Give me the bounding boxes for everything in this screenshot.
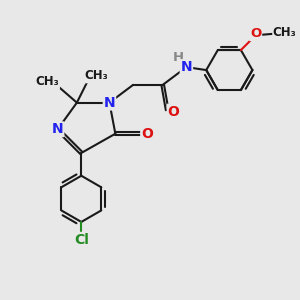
Text: N: N — [181, 60, 192, 74]
Text: CH₃: CH₃ — [35, 75, 59, 88]
Text: N: N — [52, 122, 63, 136]
Text: CH₃: CH₃ — [84, 70, 108, 83]
Text: N: N — [103, 96, 115, 110]
Text: O: O — [141, 127, 153, 141]
Text: Cl: Cl — [74, 233, 89, 247]
Text: H: H — [172, 51, 184, 64]
Text: O: O — [250, 27, 261, 40]
Text: O: O — [168, 104, 180, 118]
Text: CH₃: CH₃ — [273, 26, 297, 39]
